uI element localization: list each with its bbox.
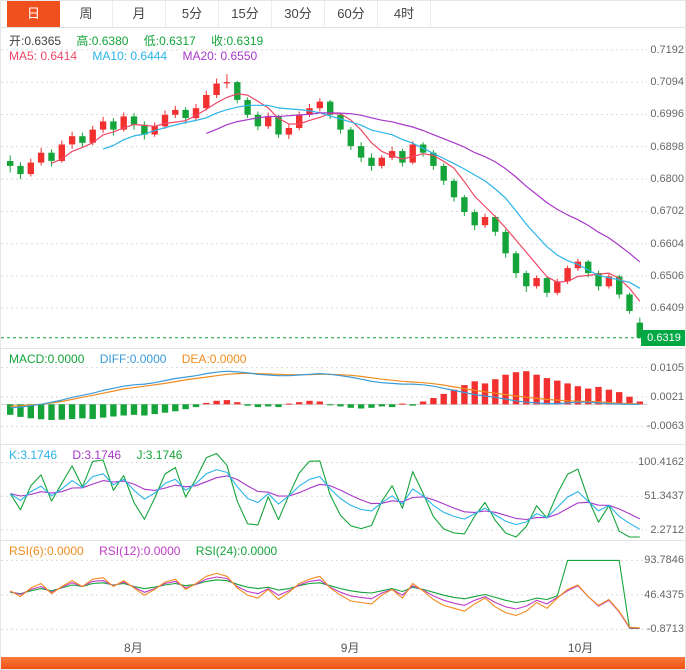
kdj-plot[interactable] (1, 445, 685, 540)
candlestick-plot[interactable] (1, 28, 685, 348)
price-panel: 开:0.6365 高:0.6380 低:0.6317 收:0.6319 MA5:… (1, 28, 685, 348)
d-value: D:3.1746 (72, 448, 122, 462)
k-value: K:3.1746 (9, 448, 58, 462)
macd-axis-label-2: -0.0063 (646, 420, 684, 433)
timeframe-tabbar: 日 周 月 5分 15分 30分 60分 4时 (1, 1, 685, 28)
month-label-aug: 8月 (124, 641, 143, 655)
ohlc-legend: 开:0.6365 高:0.6380 低:0.6317 收:0.6319 (9, 32, 275, 49)
tab-60min[interactable]: 60分 (325, 1, 378, 27)
rsi-plot[interactable] (1, 541, 685, 636)
rsi-legend: RSI(6):0.0000 RSI(12):0.0000 RSI(24):0.0… (9, 544, 289, 558)
tab-4hour[interactable]: 4时 (378, 1, 431, 27)
main-axis-label-0: 0.7192 (650, 43, 684, 56)
main-axis-label-8: 0.6409 (650, 302, 684, 315)
tab-5min[interactable]: 5分 (166, 1, 219, 27)
tab-month[interactable]: 月 (113, 1, 166, 27)
month-label-sep: 9月 (340, 641, 360, 655)
main-axis-label-6: 0.6604 (650, 237, 684, 250)
macd-axis-label-0: 0.0105 (650, 361, 684, 374)
tab-15min[interactable]: 15分 (219, 1, 272, 27)
bottom-accent-bar (1, 657, 685, 669)
rsi6-value: RSI(6):0.0000 (9, 544, 84, 558)
high-value: 高:0.6380 (76, 34, 129, 48)
tab-day[interactable]: 日 (7, 1, 60, 27)
current-price-tag: 0.6319 (641, 329, 685, 346)
close-value: 收:0.6319 (211, 34, 264, 48)
ma20-value: MA20: 0.6550 (182, 49, 258, 63)
main-axis-label-3: 0.6898 (650, 140, 684, 153)
macd-plot[interactable] (1, 349, 685, 444)
ma10-value: MA10: 0.6444 (92, 49, 168, 63)
kdj-panel: K:3.1746 D:3.1746 J:3.1746 100.4162 51.3… (1, 444, 685, 540)
rsi-axis-label-0: 93.7846 (644, 554, 684, 567)
kdj-legend: K:3.1746 D:3.1746 J:3.1746 (9, 448, 194, 462)
rsi-axis-label-2: -0.8713 (646, 623, 684, 636)
kdj-axis-label-1: 51.3437 (644, 490, 684, 503)
dea-value: DEA:0.0000 (181, 352, 247, 366)
x-axis: 8月 9月 10月 (1, 636, 685, 657)
main-axis-label-7: 0.6506 (650, 270, 684, 283)
tab-30min[interactable]: 30分 (272, 1, 325, 27)
kdj-axis-label-0: 100.4162 (638, 456, 684, 469)
rsi24-value: RSI(24):0.0000 (195, 544, 278, 558)
rsi12-value: RSI(12):0.0000 (99, 544, 181, 558)
open-value: 开:0.6365 (9, 34, 62, 48)
low-value: 低:0.6317 (143, 34, 196, 48)
ma5-value: MA5: 0.6414 (9, 49, 78, 63)
main-axis-label-4: 0.6800 (650, 173, 684, 186)
tab-week[interactable]: 周 (60, 1, 113, 27)
macd-panel: MACD:0.0000 DIFF:0.0000 DEA:0.0000 0.010… (1, 348, 685, 444)
ma-legend: MA5: 0.6414 MA10: 0.6444 MA20: 0.6550 (9, 49, 269, 63)
rsi-axis-label-1: 46.4375 (644, 588, 684, 601)
kdj-axis-label-2: 2.2712 (650, 523, 684, 536)
macd-value: MACD:0.0000 (9, 352, 85, 366)
month-label-oct: 10月 (567, 641, 594, 655)
macd-axis-label-1: 0.0021 (650, 391, 684, 403)
j-value: J:3.1746 (136, 448, 183, 462)
main-axis-label-1: 0.7094 (650, 76, 684, 89)
macd-legend: MACD:0.0000 DIFF:0.0000 DEA:0.0000 (9, 352, 258, 366)
main-axis-label-5: 0.6702 (650, 205, 684, 218)
main-axis-label-2: 0.6996 (650, 108, 684, 121)
diff-value: DIFF:0.0000 (99, 352, 167, 366)
rsi-panel: RSI(6):0.0000 RSI(12):0.0000 RSI(24):0.0… (1, 540, 685, 636)
